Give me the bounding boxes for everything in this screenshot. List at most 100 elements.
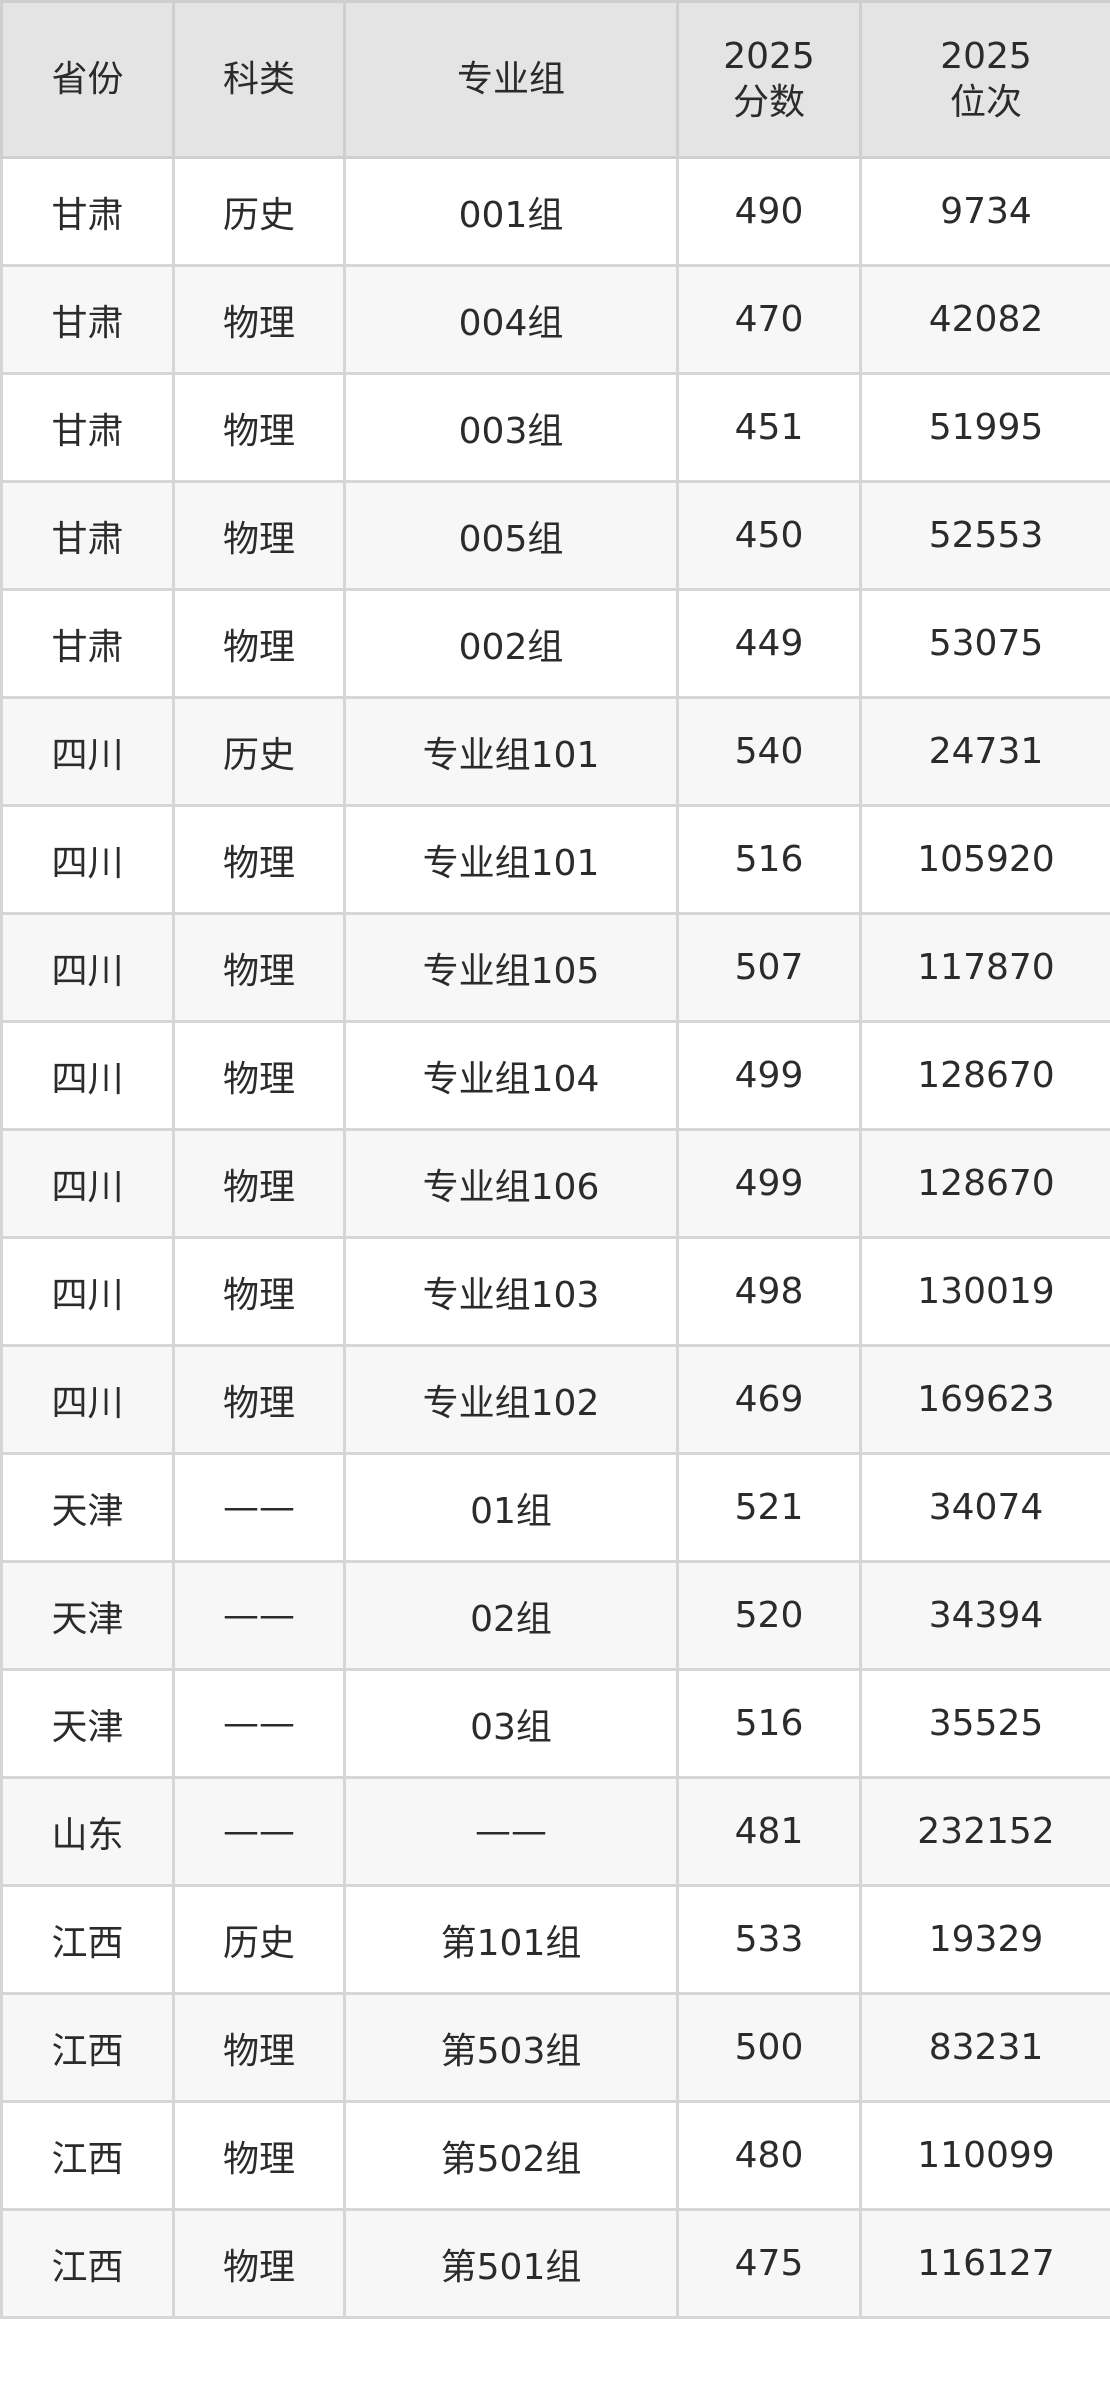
cell-subject-category: 物理 [172,264,346,375]
cell-major-group: 专业组104 [343,1020,679,1131]
header-text: 位次 [949,81,1022,123]
cell-rank-2025: 130019 [859,1236,1110,1347]
table-row: 甘肃 物理 003组 451 51995 [0,372,1110,483]
table-row: 四川 物理 专业组101 516 105920 [0,804,1110,915]
cell-score-2025: 470 [676,264,862,375]
cell-score-2025: 469 [676,1344,862,1455]
table-row: 江西 历史 第101组 533 19329 [0,1884,1110,1995]
header-province: 省份 [0,0,175,159]
cell-rank-2025: 42082 [859,264,1110,375]
table-row: 江西 物理 第503组 500 83231 [0,1992,1110,2103]
cell-score-2025: 533 [676,1884,862,1995]
cell-score-2025: 516 [676,804,862,915]
cell-province: 江西 [0,1992,175,2103]
cell-score-2025: 498 [676,1236,862,1347]
cell-province: 甘肃 [0,264,175,375]
cell-major-group: 01组 [343,1452,679,1563]
cell-subject-category: 物理 [172,912,346,1023]
cell-subject-category: 物理 [172,1992,346,2103]
cell-subject-category: 物理 [172,1020,346,1131]
header-text: 2025 [723,35,815,77]
table-row: 甘肃 物理 004组 470 42082 [0,264,1110,375]
table-row: 天津 —— 01组 521 34074 [0,1452,1110,1563]
table-row: 天津 —— 03组 516 35525 [0,1668,1110,1779]
cell-province: 甘肃 [0,588,175,699]
header-text: 省份 [51,58,124,100]
cell-subject-category: 物理 [172,804,346,915]
cell-province: 四川 [0,912,175,1023]
header-score-2025: 2025 分数 [676,0,862,159]
cell-score-2025: 507 [676,912,862,1023]
header-major-group: 专业组 [343,0,679,159]
cell-rank-2025: 35525 [859,1668,1110,1779]
cell-score-2025: 475 [676,2208,862,2319]
cell-major-group: —— [343,1776,679,1887]
cell-province: 甘肃 [0,156,175,267]
cell-major-group: 003组 [343,372,679,483]
cell-subject-category: 历史 [172,156,346,267]
cell-province: 山东 [0,1776,175,1887]
cell-subject-category: 物理 [172,588,346,699]
cell-score-2025: 490 [676,156,862,267]
cell-rank-2025: 169623 [859,1344,1110,1455]
cell-province: 四川 [0,1128,175,1239]
cell-subject-category: 历史 [172,696,346,807]
cell-major-group: 第502组 [343,2100,679,2211]
table-row: 甘肃 物理 002组 449 53075 [0,588,1110,699]
cell-major-group: 第501组 [343,2208,679,2319]
cell-subject-category: 历史 [172,1884,346,1995]
cell-score-2025: 450 [676,480,862,591]
table-row: 四川 物理 专业组104 499 128670 [0,1020,1110,1131]
cell-subject-category: 物理 [172,2208,346,2319]
cell-province: 天津 [0,1668,175,1779]
table-row: 天津 —— 02组 520 34394 [0,1560,1110,1671]
cell-rank-2025: 83231 [859,1992,1110,2103]
cell-score-2025: 481 [676,1776,862,1887]
cell-major-group: 004组 [343,264,679,375]
admission-score-table: 省份 科类 专业组 2025 分数 2025 位次 甘肃 历史 001组 490 9734 甘肃 物理 0… [0,0,1110,2319]
cell-score-2025: 499 [676,1128,862,1239]
cell-subject-category: —— [172,1452,346,1563]
header-row: 省份 科类 专业组 2025 分数 2025 位次 [0,0,1110,159]
cell-province: 江西 [0,2208,175,2319]
cell-rank-2025: 128670 [859,1128,1110,1239]
cell-province: 四川 [0,804,175,915]
cell-rank-2025: 232152 [859,1776,1110,1887]
cell-major-group: 专业组101 [343,804,679,915]
cell-score-2025: 499 [676,1020,862,1131]
cell-major-group: 03组 [343,1668,679,1779]
cell-major-group: 02组 [343,1560,679,1671]
header-text: 科类 [222,58,295,100]
cell-rank-2025: 51995 [859,372,1110,483]
cell-subject-category: 物理 [172,1344,346,1455]
header-text: 分数 [732,81,805,123]
cell-major-group: 专业组103 [343,1236,679,1347]
cell-province: 江西 [0,1884,175,1995]
cell-score-2025: 520 [676,1560,862,1671]
table-row: 四川 物理 专业组103 498 130019 [0,1236,1110,1347]
cell-subject-category: 物理 [172,1128,346,1239]
table-row: 甘肃 物理 005组 450 52553 [0,480,1110,591]
cell-rank-2025: 52553 [859,480,1110,591]
table-row: 甘肃 历史 001组 490 9734 [0,156,1110,267]
cell-major-group: 专业组105 [343,912,679,1023]
table-row: 山东 —— —— 481 232152 [0,1776,1110,1887]
table-row: 四川 物理 专业组102 469 169623 [0,1344,1110,1455]
cell-rank-2025: 117870 [859,912,1110,1023]
cell-major-group: 002组 [343,588,679,699]
cell-score-2025: 500 [676,1992,862,2103]
cell-subject-category: 物理 [172,480,346,591]
cell-rank-2025: 53075 [859,588,1110,699]
cell-score-2025: 451 [676,372,862,483]
cell-subject-category: —— [172,1560,346,1671]
header-subject-category: 科类 [172,0,346,159]
table-row: 四川 物理 专业组106 499 128670 [0,1128,1110,1239]
cell-rank-2025: 128670 [859,1020,1110,1131]
cell-score-2025: 480 [676,2100,862,2211]
cell-rank-2025: 34394 [859,1560,1110,1671]
cell-major-group: 专业组102 [343,1344,679,1455]
cell-score-2025: 516 [676,1668,862,1779]
cell-score-2025: 449 [676,588,862,699]
cell-rank-2025: 34074 [859,1452,1110,1563]
header-rank-2025: 2025 位次 [859,0,1110,159]
